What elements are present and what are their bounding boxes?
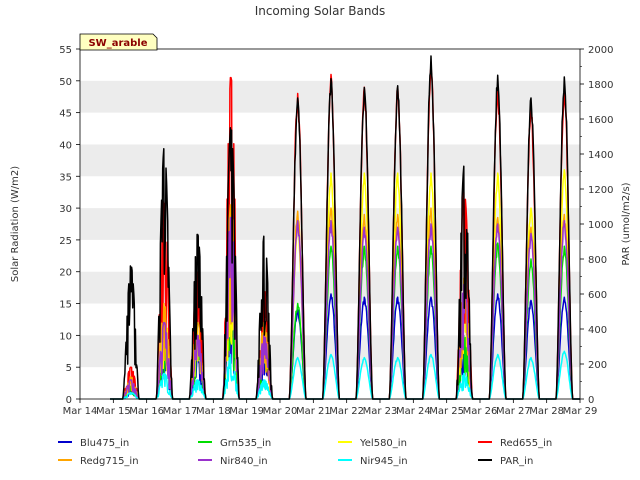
legend-label: Yel580_in [359, 438, 407, 449]
x-tick-label: Mar 18 [196, 406, 231, 417]
y-right-tick-label: 0 [588, 395, 594, 406]
y-left-tick-label: 55 [59, 45, 72, 56]
x-tick-label: Mar 25 [429, 406, 464, 417]
y-right-tick-label: 2000 [588, 45, 613, 56]
legend-label: PAR_in [500, 456, 533, 467]
x-tick-label: Mar 16 [129, 406, 164, 417]
y-left-tick-label: 5 [66, 363, 72, 374]
y-right-tick-label: 1600 [588, 115, 613, 126]
legend-label: Nir945_in [360, 456, 408, 467]
legend-label: Red655_in [500, 438, 552, 449]
y-axis-left-label: Solar Radiation (W/m2) [10, 166, 21, 282]
y-right-tick-label: 400 [588, 325, 607, 336]
y-left-tick-label: 45 [59, 109, 72, 120]
y-right-tick-label: 800 [588, 255, 607, 266]
x-tick-label: Mar 26 [463, 406, 498, 417]
x-tick-label: Mar 22 [329, 406, 364, 417]
chart-title: Incoming Solar Bands [255, 4, 386, 18]
y-right-tick-label: 200 [588, 360, 607, 371]
x-tick-label: Mar 15 [96, 406, 131, 417]
legend-label: Redg715_in [80, 456, 139, 467]
x-tick-label: Mar 27 [496, 406, 531, 417]
y-left-tick-label: 15 [59, 300, 72, 311]
x-tick-label: Mar 14 [63, 406, 98, 417]
x-tick-label: Mar 21 [296, 406, 331, 417]
y-left-tick-label: 20 [59, 268, 72, 279]
legend-label: Nir840_in [220, 456, 268, 467]
legend: Blu475_in Grn535_in Yel580_in Red655_in Redg… [58, 438, 552, 467]
y-left-tick-label: 30 [59, 204, 72, 215]
series-line-Grn535_in [110, 242, 580, 400]
x-tick-label: Mar 17 [163, 406, 198, 417]
y-right-tick-label: 1800 [588, 80, 613, 91]
legend-label: Blu475_in [80, 438, 129, 449]
y-left-tick-label: 40 [59, 140, 72, 151]
y-left-tick-label: 25 [59, 236, 72, 247]
series-line-Nir840_in [110, 216, 580, 400]
grid-band [80, 144, 580, 177]
y-right-tick-label: 600 [588, 290, 607, 301]
y-right-tick-label: 1400 [588, 150, 613, 161]
x-tick-label: Mar 24 [396, 406, 431, 417]
x-tick-label: Mar 20 [263, 406, 298, 417]
annotation-box: SW_arable [79, 33, 158, 51]
y-axis-right: 0 200 400 600 800 1000 1200 1400 1600 1800 2000 [580, 45, 613, 406]
y-left-tick-label: 10 [59, 331, 72, 342]
annotation-label: SW_arable [88, 38, 147, 49]
x-tick-label: Mar 23 [363, 406, 398, 417]
x-tick-label: Mar 28 [529, 406, 564, 417]
y-left-tick-label: 35 [59, 172, 72, 183]
x-tick-label: Mar 29 [563, 406, 598, 417]
y-right-tick-label: 1000 [588, 220, 613, 231]
y-right-tick-label: 1200 [588, 185, 613, 196]
y-left-tick-label: 50 [59, 77, 72, 88]
y-left-tick-label: 0 [66, 395, 72, 406]
legend-label: Grn535_in [220, 438, 271, 449]
y-axis-left: 0 5 10 15 20 25 30 35 40 45 50 55 [59, 45, 80, 406]
x-tick-label: Mar 19 [229, 406, 264, 417]
y-axis-right-label: PAR (umol/m2/s) [621, 182, 632, 265]
